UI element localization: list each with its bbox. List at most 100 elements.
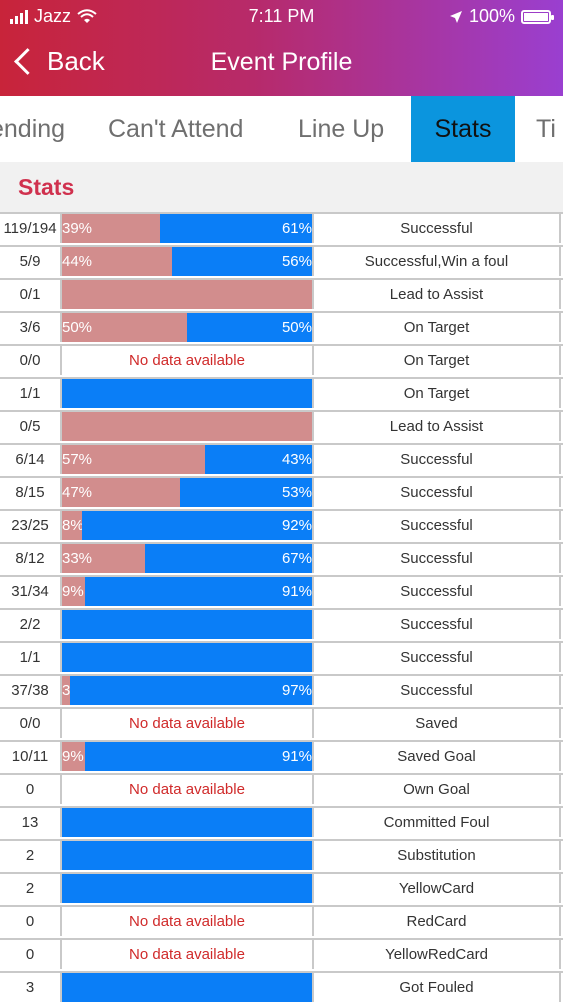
stat-bar	[62, 379, 312, 408]
stat-score: 0/0	[0, 709, 62, 738]
stat-score: 1/1	[0, 643, 62, 672]
stat-label: Own Goal	[312, 775, 561, 804]
bar-fail-segment: 47%	[62, 478, 180, 507]
nav-bar: Back Event Profile	[0, 40, 563, 86]
stat-row: 5/9 44% 56% Successful,Win a foul	[0, 245, 563, 278]
stat-label: Got Fouled	[312, 973, 561, 1002]
no-data-text: No data available	[129, 352, 245, 369]
back-button[interactable]: Back	[12, 46, 105, 77]
tab-can-t-attend[interactable]: Can't Attend	[108, 115, 244, 143]
location-arrow-icon	[449, 10, 462, 23]
stat-label: Lead to Assist	[312, 280, 561, 309]
tab-line-up[interactable]: Line Up	[298, 115, 385, 143]
stat-score: 13	[0, 808, 62, 837]
stat-bar: 33% 67%	[62, 544, 312, 573]
stat-score: 2/2	[0, 610, 62, 639]
stat-row: 1/1 On Target	[0, 377, 563, 410]
bar-fail-segment: 44%	[62, 247, 172, 276]
stat-label: Substitution	[312, 841, 561, 870]
stat-row: 1/1 Successful	[0, 641, 563, 674]
tab-stats[interactable]: Stats	[411, 96, 515, 162]
stat-label: Saved Goal	[312, 742, 561, 771]
stat-label: Successful,Win a foul	[312, 247, 561, 276]
stat-bar	[62, 808, 312, 837]
stat-label: Successful	[312, 478, 561, 507]
bar-success-segment: 61%	[159, 214, 312, 243]
stat-label: YellowRedCard	[312, 940, 561, 969]
bar-fail-segment: 57%	[62, 445, 205, 474]
stat-bar: 9% 91%	[62, 742, 312, 771]
no-data-text: No data available	[129, 946, 245, 963]
stat-score: 3/6	[0, 313, 62, 342]
stat-label: Successful	[312, 676, 561, 705]
stat-score: 0/1	[0, 280, 62, 309]
carrier-label: Jazz	[34, 6, 72, 26]
section-title: Stats	[18, 174, 75, 200]
stat-score: 0/0	[0, 346, 62, 375]
stat-label: Successful	[312, 577, 561, 606]
stat-score: 6/14	[0, 445, 62, 474]
stat-score: 2	[0, 841, 62, 870]
stat-label: Lead to Assist	[312, 412, 561, 441]
stat-score: 0	[0, 907, 62, 936]
stat-score: 0/5	[0, 412, 62, 441]
bar-fail-segment: 50%	[62, 313, 187, 342]
stat-row: 6/14 57% 43% Successful	[0, 443, 563, 476]
page-title: Event Profile	[210, 48, 353, 76]
stat-score: 8/12	[0, 544, 62, 573]
stat-label: Successful	[312, 610, 561, 639]
stat-label: Committed Foul	[312, 808, 561, 837]
stat-row: 0/0 No data available Saved	[0, 707, 563, 740]
bar-success-segment	[62, 379, 312, 408]
bar-fail-segment: 39%	[62, 214, 160, 243]
stat-bar	[62, 973, 312, 1002]
stat-bar	[62, 841, 312, 870]
header: Jazz 7:11 PM 100% Back Event Profile	[0, 0, 563, 96]
stat-bar	[62, 643, 312, 672]
stat-bar: 50% 50%	[62, 313, 312, 342]
stat-row: 2/2 Successful	[0, 608, 563, 641]
stat-row: 8/12 33% 67% Successful	[0, 542, 563, 575]
stat-bar: 57% 43%	[62, 445, 312, 474]
stat-bar: 3%97%	[62, 676, 312, 705]
stat-bar	[62, 610, 312, 639]
bar-fail-segment: 9%	[62, 742, 85, 771]
stat-label: On Target	[312, 313, 561, 342]
bar-success-segment: 53%	[179, 478, 312, 507]
stat-row: 37/383%97%Successful	[0, 674, 563, 707]
stat-label: YellowCard	[312, 874, 561, 903]
clock: 7:11 PM	[248, 6, 315, 26]
stat-row: 2 Substitution	[0, 839, 563, 872]
no-data-text: No data available	[129, 913, 245, 930]
stat-score: 119/194	[0, 214, 62, 243]
bar-success-segment: 67%	[144, 544, 312, 573]
bar-success-segment: 91%	[84, 742, 312, 771]
tab-ti[interactable]: Ti	[536, 115, 556, 143]
stat-score: 2	[0, 874, 62, 903]
stat-row: 0/0 No data available On Target	[0, 344, 563, 377]
signal-icon	[10, 9, 28, 24]
bar-fail-segment: 8%	[62, 511, 82, 540]
battery-percent: 100%	[468, 6, 515, 26]
stat-row: 3 Got Fouled	[0, 971, 563, 1004]
stat-row: 13 Committed Foul	[0, 806, 563, 839]
stat-label: Successful	[312, 214, 561, 243]
stat-row: 0 No data available RedCard	[0, 905, 563, 938]
stat-score: 37/38	[0, 676, 62, 705]
bar-fail-segment	[62, 412, 312, 441]
stat-bar: 8% 92%	[62, 511, 312, 540]
stat-bar: 44% 56%	[62, 247, 312, 276]
bar-success-segment: 92%	[82, 511, 312, 540]
stat-score: 10/11	[0, 742, 62, 771]
stat-row: 31/34 9% 91% Successful	[0, 575, 563, 608]
bar-success-segment	[62, 874, 312, 903]
stat-row: 23/25 8% 92% Successful	[0, 509, 563, 542]
stat-row: 0/5 Lead to Assist	[0, 410, 563, 443]
stat-row: 3/6 50% 50% On Target	[0, 311, 563, 344]
bar-fail-segment: 33%	[62, 544, 145, 573]
stat-label: Successful	[312, 544, 561, 573]
bar-success-segment: 56%	[172, 247, 312, 276]
bar-success-segment	[62, 973, 312, 1002]
